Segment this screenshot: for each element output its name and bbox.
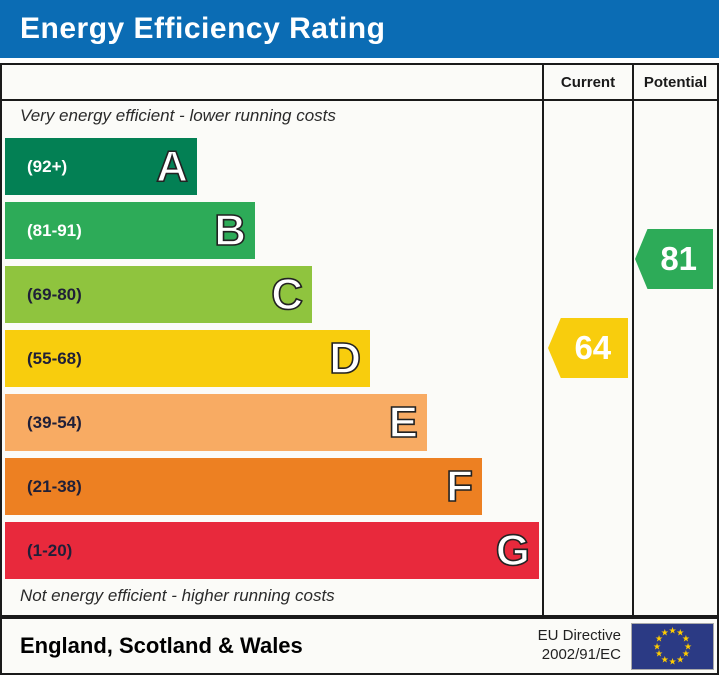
band-bar-e: (39-54) E — [5, 394, 427, 451]
eu-flag-star: ★ — [668, 656, 677, 667]
potential-column: 81 — [632, 101, 717, 615]
potential-rating-value: 81 — [660, 240, 698, 277]
band-row-e: (39-54) E — [5, 394, 427, 451]
band-letter-d: D — [328, 333, 361, 383]
caption-very-efficient: Very energy efficient - lower running co… — [20, 106, 336, 125]
band-row-g: (1-20) G — [5, 522, 539, 579]
band-letter-b: B — [213, 205, 246, 255]
header-cell-empty — [2, 65, 542, 99]
eu-directive-line1: EU Directive — [537, 627, 621, 645]
footer-bar: England, Scotland & Wales EU Directive 2… — [0, 617, 719, 675]
title-bar: Energy Efficiency Rating — [0, 0, 719, 58]
eu-flag-star: ★ — [681, 648, 690, 659]
eu-flag-star: ★ — [655, 648, 664, 659]
band-bar-g: (1-20) G — [5, 522, 539, 579]
potential-rating-marker: 81 — [635, 229, 713, 289]
band-range-e: (39-54) — [27, 412, 82, 432]
header-cell-potential: Potential — [632, 65, 717, 99]
band-bar-f: (21-38) F — [5, 458, 482, 515]
eu-flag-star: ★ — [676, 654, 685, 665]
page-title: Energy Efficiency Rating — [20, 12, 386, 45]
band-letter-c: C — [270, 269, 303, 319]
eu-directive-line2: 2002/91/EC — [541, 646, 621, 663]
band-range-a: (92+) — [27, 156, 68, 176]
band-row-c: (69-80) C — [5, 266, 312, 323]
band-letter-e: E — [388, 397, 419, 447]
eu-flag-star: ★ — [676, 627, 685, 638]
table-body: Very energy efficient - lower running co… — [2, 101, 717, 615]
band-row-d: (55-68) D — [5, 330, 370, 387]
eu-flag-star: ★ — [655, 633, 664, 644]
rating-table: Current Potential Very energy efficient … — [0, 63, 719, 617]
band-row-b: (81-91) B — [5, 202, 255, 259]
eu-flag-star: ★ — [683, 641, 693, 651]
band-letter-g: G — [495, 525, 531, 575]
band-row-f: (21-38) F — [5, 458, 482, 515]
eu-flag-star: ★ — [681, 633, 690, 644]
band-range-c: (69-80) — [27, 284, 82, 304]
band-letter-f: F — [445, 461, 473, 511]
band-bar-b: (81-91) B — [5, 202, 255, 259]
eu-flag-star: ★ — [660, 654, 669, 665]
band-bar-c: (69-80) C — [5, 266, 312, 323]
caption-not-efficient: Not energy efficient - higher running co… — [20, 586, 335, 605]
header-cell-current: Current — [542, 65, 632, 99]
band-range-b: (81-91) — [27, 220, 82, 240]
eu-flag-star: ★ — [652, 641, 662, 651]
header-row: Current Potential — [2, 65, 717, 101]
band-bar-d: (55-68) D — [5, 330, 370, 387]
band-bar-a: (92+) A — [5, 138, 197, 195]
band-row-a: (92+) A — [5, 138, 197, 195]
eu-flag-star: ★ — [668, 625, 677, 636]
band-letter-a: A — [155, 141, 188, 191]
current-rating-marker: 64 — [548, 318, 628, 378]
current-rating-value: 64 — [574, 329, 612, 366]
bands-column: Very energy efficient - lower running co… — [2, 101, 542, 615]
eu-directive-label: EU Directive 2002/91/EC — [538, 627, 631, 665]
eu-flag-star: ★ — [660, 627, 669, 638]
band-range-g: (1-20) — [27, 540, 73, 560]
band-range-d: (55-68) — [27, 348, 82, 368]
eu-flag-icon: ★ ★ ★ ★ ★ ★ ★ ★ ★ ★ ★ ★ — [631, 622, 714, 670]
current-column: 64 — [542, 101, 632, 615]
region-label: England, Scotland & Wales — [20, 633, 303, 658]
band-range-f: (21-38) — [27, 476, 82, 496]
